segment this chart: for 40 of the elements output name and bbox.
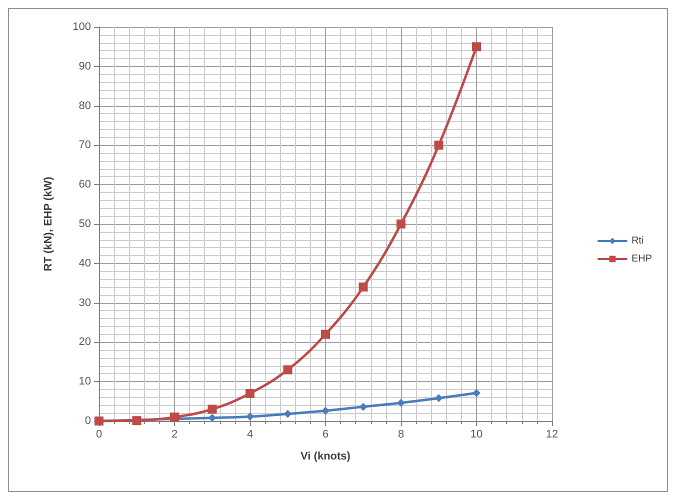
legend-label: Rti: [631, 236, 644, 246]
point: [359, 402, 368, 411]
point: [322, 406, 330, 415]
point: [472, 42, 481, 52]
y-tick-label: 70: [78, 139, 91, 152]
point: [246, 388, 254, 398]
y-axis-title: RT (kN), EHP (kW): [42, 176, 54, 272]
point: [434, 140, 444, 150]
x-tick-label: 0: [96, 428, 102, 440]
x-axis-title: Vi (knots): [300, 450, 351, 462]
y-tick-label: 40: [78, 257, 91, 270]
x-tick-label: 4: [246, 428, 254, 440]
point: [434, 394, 443, 402]
point: [132, 416, 142, 426]
point: [283, 365, 292, 374]
point: [284, 410, 292, 418]
point: [472, 389, 480, 398]
x-tick-label: 2: [171, 428, 178, 440]
point: [208, 404, 217, 414]
y-tick-label: 80: [78, 100, 91, 112]
y-tick-label: 60: [78, 178, 91, 191]
point: [358, 282, 368, 292]
y-tick-label: 100: [72, 21, 91, 33]
y-tick-label: 90: [78, 60, 91, 72]
point: [246, 412, 254, 421]
x-tick-label: 12: [546, 428, 558, 440]
y-tick-label: 10: [78, 376, 91, 388]
x-tick-label: 10: [470, 428, 483, 440]
point: [170, 412, 179, 422]
point: [397, 398, 405, 407]
y-tick-label: 50: [78, 218, 91, 230]
x-tick-label: 8: [398, 428, 404, 440]
x-tick-label: 6: [322, 428, 329, 440]
point: [321, 330, 330, 339]
y-tick-label: 30: [78, 296, 91, 309]
y-tick-label: 0: [84, 415, 91, 427]
y-tick-label: 20: [78, 336, 91, 348]
point: [208, 414, 216, 422]
point: [396, 220, 406, 228]
legend-label: EHP: [631, 254, 652, 264]
